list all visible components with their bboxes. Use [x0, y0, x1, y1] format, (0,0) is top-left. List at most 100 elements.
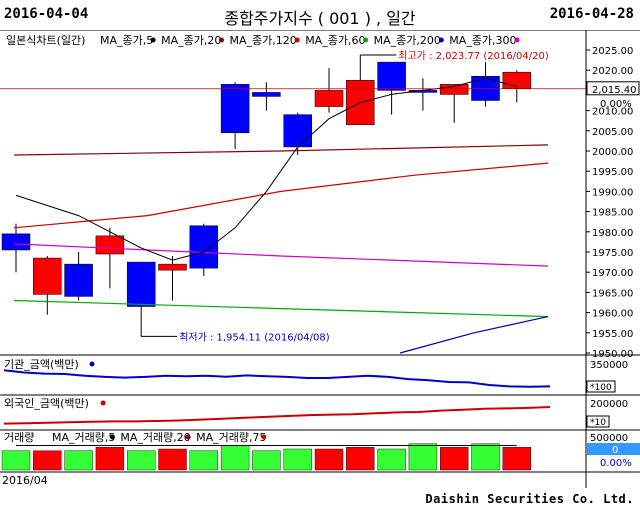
- legend-dot: [89, 361, 95, 367]
- y-tick-label: 1995.00: [592, 167, 633, 178]
- y-tick-label: 2005.00: [592, 127, 633, 138]
- volume-bar: [471, 443, 500, 471]
- foreign-legend: 외국인_금액(백만): [4, 397, 89, 410]
- volume-legend: 거래량: [4, 431, 34, 444]
- current-value-label: 2,015.40: [592, 85, 637, 96]
- low-annotation: 최저가 : 1,954.11 (2016/04/08): [179, 331, 330, 343]
- candle-body: [189, 225, 219, 269]
- volume-legend-entry: MA_거래량,5: [52, 431, 115, 444]
- volume-bar: [314, 448, 344, 471]
- candle-body: [471, 76, 500, 101]
- volume-bar: [346, 447, 375, 471]
- volume-value-box: [587, 443, 640, 455]
- y-tick-label: 1965.00: [592, 288, 633, 299]
- y-tick-label: 1955.00: [592, 329, 633, 340]
- candle: [314, 68, 344, 113]
- volume-change-label: 0.00%: [600, 458, 632, 469]
- candle-body: [158, 263, 187, 271]
- legend-dot: [185, 434, 191, 440]
- candle: [220, 82, 250, 149]
- legend-entry: MA_종가,5: [100, 34, 153, 47]
- footer: Daishin Securities Co. Ltd.: [0, 488, 640, 512]
- institution-tick: 350000: [590, 360, 628, 371]
- current-change-label: 0.00%: [600, 99, 632, 110]
- scale-box: [586, 415, 610, 428]
- candle-body: [314, 90, 344, 107]
- legend-dot: [150, 37, 156, 43]
- foreign-scale: *10: [590, 418, 606, 428]
- volume-bar: [440, 447, 469, 471]
- institution-scale: *100: [590, 383, 612, 393]
- candle: [64, 252, 93, 301]
- volume-value-label: 0: [612, 445, 618, 456]
- legend-entry: MA_종가,20: [161, 34, 221, 47]
- candle-body: [377, 61, 406, 91]
- volume-bar: [408, 443, 438, 471]
- volume-bar: [33, 450, 62, 471]
- volume-bar: [126, 450, 156, 471]
- high-annotation: 최고가 : 2,023.77 (2016/04/20): [398, 50, 549, 62]
- current-value-box: [586, 81, 640, 96]
- candle-body: [439, 84, 469, 95]
- volume-bar: [1, 450, 31, 471]
- candle-body: [220, 84, 250, 134]
- y-tick-label: 2025.00: [592, 46, 633, 57]
- candle: [283, 112, 312, 156]
- foreign-tick: 200000: [590, 399, 628, 410]
- volume-bar: [64, 450, 93, 471]
- candle: [126, 261, 156, 337]
- legend-dot: [363, 37, 369, 43]
- ma60-line: [13, 299, 549, 318]
- volume-bar: [189, 450, 219, 471]
- legend-main-label: 일본식차트(일간): [6, 33, 85, 47]
- candle: [189, 223, 219, 277]
- legend-dot: [109, 434, 115, 440]
- ma20-line: [13, 144, 549, 156]
- legend-entry: MA_종가,200: [374, 34, 441, 47]
- ma200-line: [399, 316, 549, 354]
- candle-body: [95, 235, 125, 255]
- y-tick-label: 2000.00: [592, 147, 633, 158]
- y-tick-label: 1970.00: [592, 268, 633, 279]
- candle: [439, 84, 469, 123]
- volume-bar: [502, 447, 531, 471]
- volume-bar: [158, 448, 187, 471]
- start-date: 2016-04-04: [4, 6, 89, 22]
- ma300-line: [13, 243, 549, 267]
- y-tick-label: 1960.00: [592, 309, 633, 320]
- volume-bar: [283, 448, 312, 471]
- volume-bar: [95, 447, 125, 471]
- y-tick-label: 1975.00: [592, 248, 633, 259]
- candle: [158, 256, 187, 301]
- y-tick-label: 2010.00: [592, 107, 633, 118]
- end-date: 2016-04-28: [549, 6, 634, 22]
- institution-legend: 기관_금액(백만): [4, 358, 79, 371]
- legend-dot: [100, 400, 106, 406]
- chart-header: 2016-04-04 종합주가지수 ( 001 ) , 일간 2016-04-2…: [0, 0, 640, 30]
- candle: [95, 227, 125, 289]
- volume-bar: [220, 445, 250, 471]
- institution-line: [3, 369, 551, 388]
- y-tick-label: 2020.00: [592, 66, 633, 77]
- candle-body: [64, 263, 93, 297]
- candle-body: [1, 233, 31, 251]
- volume-legend-entry: MA_거래량,75: [196, 431, 266, 444]
- legend-dot: [514, 37, 520, 43]
- legend-entry: MA_종가,60: [305, 34, 365, 47]
- legend-dot: [261, 434, 267, 440]
- volume-bar: [252, 450, 281, 471]
- candle-body: [33, 257, 62, 295]
- chart-title: 종합주가지수 ( 001 ) , 일간: [224, 9, 416, 28]
- stock-chart[interactable]: 2025.002020.002015.002010.002005.002000.…: [0, 30, 640, 488]
- y-tick-label: 1950.00: [592, 349, 633, 360]
- legend-dot: [294, 37, 300, 43]
- candle: [33, 256, 62, 315]
- y-tick-label: 1980.00: [592, 228, 633, 239]
- scale-box: [586, 380, 616, 393]
- legend-dot: [219, 37, 224, 43]
- candle: [471, 62, 500, 107]
- y-tick-label: 1990.00: [592, 187, 633, 198]
- candle-body: [283, 114, 312, 148]
- candle: [346, 54, 375, 125]
- month-label: 2016/04: [2, 474, 48, 487]
